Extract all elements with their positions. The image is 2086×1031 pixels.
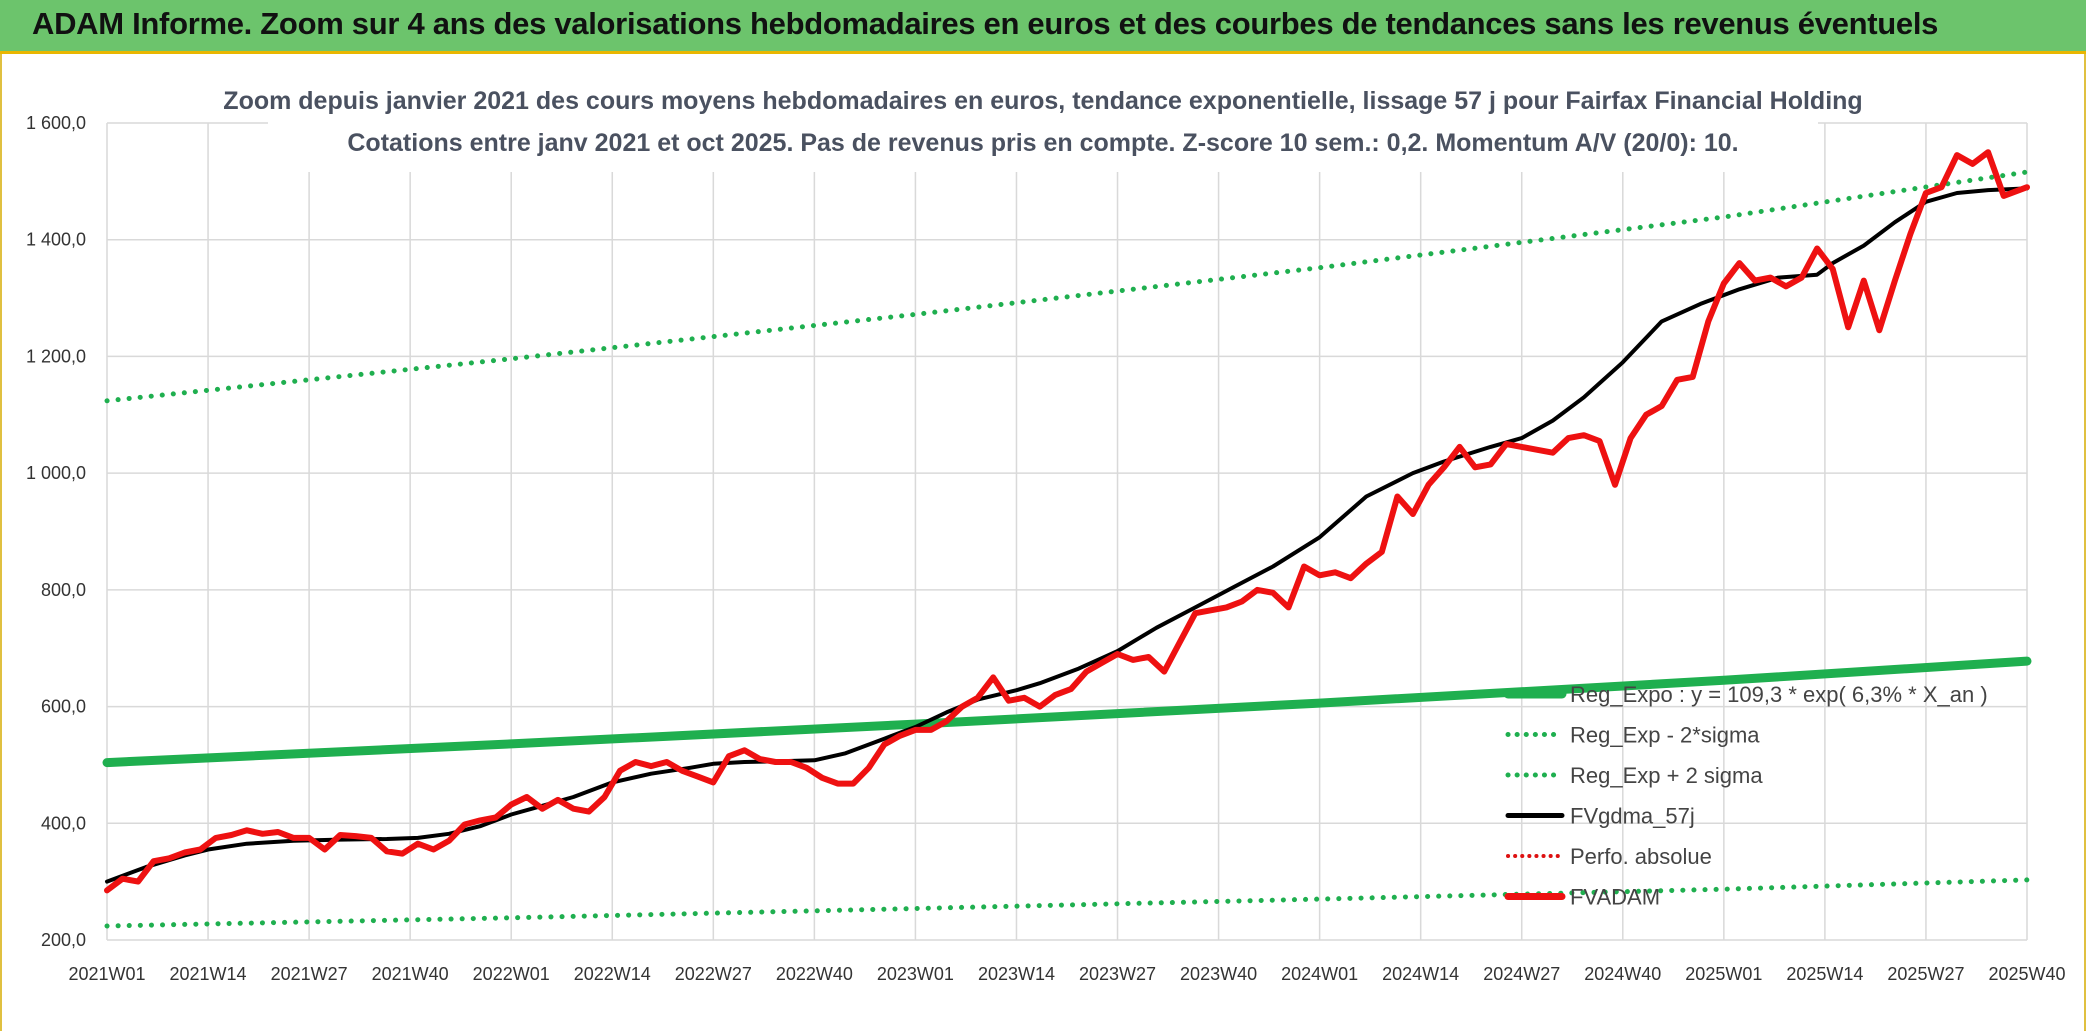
x-tick-label: 2021W01 bbox=[68, 964, 145, 984]
x-tick-label: 2024W40 bbox=[1584, 964, 1661, 984]
series-fvadam-line bbox=[104, 149, 2030, 894]
chart-title-block: Zoom depuis janvier 2021 des cours moyen… bbox=[223, 80, 1863, 172]
y-tick-label: 1 200,0 bbox=[26, 346, 86, 366]
x-tick-label: 2022W01 bbox=[473, 964, 550, 984]
y-axis-ticks: 200,0 400,0 600,0 800,0 1 000,0 1 200,0 1 400,… bbox=[26, 113, 86, 950]
report-banner: ADAM Informe. Zoom sur 4 ans des valoris… bbox=[0, 0, 2086, 54]
series-reg-exp-line bbox=[104, 169, 2030, 404]
x-tick-label: 2023W01 bbox=[877, 964, 954, 984]
y-tick-label: 1 000,0 bbox=[26, 463, 86, 483]
x-tick-label: 2023W27 bbox=[1079, 964, 1156, 984]
report-title: ADAM Informe. Zoom sur 4 ans des valoris… bbox=[32, 6, 1939, 41]
x-tick-label: 2022W40 bbox=[776, 964, 853, 984]
series-reg-expo-line bbox=[102, 656, 2032, 768]
y-tick-label: 800,0 bbox=[41, 580, 86, 600]
x-tick-label: 2025W14 bbox=[1786, 964, 1863, 984]
x-tick-label: 2024W27 bbox=[1483, 964, 1560, 984]
y-tick-label: 600,0 bbox=[41, 697, 86, 717]
series-fvgdma-57j-line bbox=[105, 186, 2029, 884]
series-layer bbox=[102, 149, 2032, 929]
x-tick-label: 2022W14 bbox=[574, 964, 651, 984]
chart-title: Zoom depuis janvier 2021 des cours moyen… bbox=[223, 87, 1862, 115]
chart-subtitle: Cotations entre janv 2021 et oct 2025. P… bbox=[347, 129, 1738, 157]
x-tick-label: 2021W40 bbox=[372, 964, 449, 984]
x-tick-label: 2024W14 bbox=[1382, 964, 1459, 984]
legend-label: Reg_Exp - 2*sigma bbox=[1570, 723, 1760, 748]
legend: Reg_Expo : y = 109,3 * exp( 6,3% * X_an … bbox=[1503, 682, 1988, 910]
legend-label: FVgdma_57j bbox=[1570, 804, 1695, 829]
series-reg-exp-line bbox=[104, 877, 2030, 929]
legend-label: Reg_Exp + 2 sigma bbox=[1570, 763, 1763, 788]
chart-frame bbox=[0, 54, 2086, 1031]
x-axis-ticks: 2021W01 2021W14 2021W27 2021W40 2022W01 2022W… bbox=[68, 964, 2065, 984]
x-tick-label: 2023W40 bbox=[1180, 964, 1257, 984]
legend-label: Perfo. absolue bbox=[1570, 844, 1712, 869]
x-tick-label: 2023W14 bbox=[978, 964, 1055, 984]
y-tick-label: 1 600,0 bbox=[26, 113, 86, 133]
x-tick-label: 2024W01 bbox=[1281, 964, 1358, 984]
x-tick-label: 2025W01 bbox=[1685, 964, 1762, 984]
grid-lines bbox=[106, 122, 2028, 941]
x-tick-label: 2021W27 bbox=[271, 964, 348, 984]
x-tick-label: 2025W40 bbox=[1988, 964, 2065, 984]
y-tick-label: 200,0 bbox=[41, 930, 86, 950]
legend-label: Reg_Expo : y = 109,3 * exp( 6,3% * X_an … bbox=[1570, 682, 1988, 707]
x-tick-label: 2021W14 bbox=[170, 964, 247, 984]
x-tick-label: 2025W27 bbox=[1887, 964, 1964, 984]
x-tick-label: 2022W27 bbox=[675, 964, 752, 984]
legend-label: FVADAM bbox=[1570, 885, 1660, 910]
y-tick-label: 400,0 bbox=[41, 813, 86, 833]
y-tick-label: 1 400,0 bbox=[26, 230, 86, 250]
